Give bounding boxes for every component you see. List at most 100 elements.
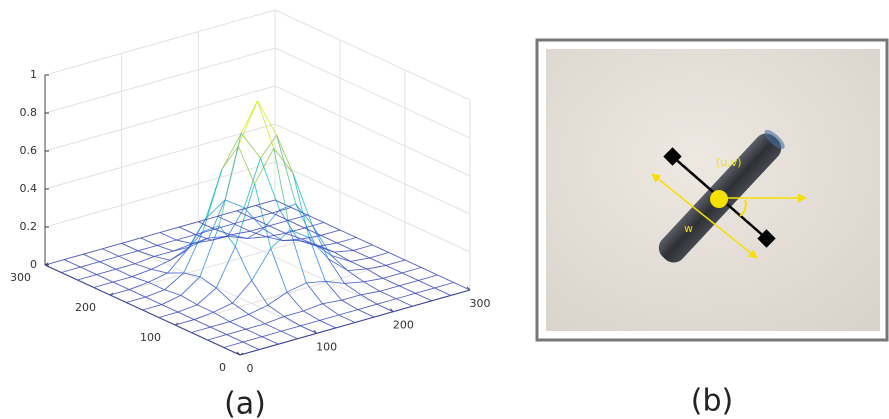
mesh-segment — [179, 222, 198, 227]
mesh-segment — [339, 310, 358, 315]
mesh-segment — [377, 299, 396, 304]
panel-label: (b) — [691, 384, 733, 419]
mesh-segment — [367, 269, 383, 278]
mesh-segment — [78, 280, 94, 288]
figure: 00.20.40.60.8101002003000100200300 (u,v)… — [0, 0, 889, 419]
mesh-segment — [432, 295, 451, 300]
mesh-segment — [208, 335, 227, 340]
mesh-segment — [224, 342, 243, 347]
mesh-segment — [159, 312, 178, 317]
y-tick-label: 0 — [219, 361, 226, 374]
mesh-segment — [328, 259, 347, 271]
mesh-segment — [175, 325, 191, 333]
mesh-segment — [272, 213, 288, 221]
mesh-segment — [345, 282, 364, 284]
grid-line — [275, 48, 470, 138]
mesh-segment — [438, 275, 454, 283]
mesh-segment — [113, 282, 129, 290]
mesh-segment — [323, 300, 342, 304]
mesh-segment — [162, 295, 181, 304]
mesh-segment — [256, 205, 272, 213]
mesh-segment — [200, 277, 216, 288]
mesh-segment — [370, 253, 389, 258]
mesh-segment — [402, 273, 418, 281]
x-tick-label: 100 — [316, 340, 337, 353]
mesh-segment — [191, 333, 207, 341]
mesh-segment — [145, 297, 161, 305]
mesh-segment — [377, 304, 393, 312]
mesh-segment — [383, 273, 402, 278]
mesh-segment — [113, 277, 132, 282]
mesh-segment — [260, 158, 279, 210]
mesh-segment — [132, 277, 148, 283]
x-tick-label: 0 — [247, 362, 254, 375]
mesh-segment — [176, 240, 192, 244]
mesh-segment — [402, 268, 421, 273]
mesh-segment — [321, 235, 337, 243]
mesh-segment — [353, 250, 369, 257]
mesh-segment — [225, 133, 241, 200]
mesh-segment — [358, 310, 374, 318]
mesh-segment — [103, 249, 119, 257]
mesh-segment — [396, 293, 415, 298]
mesh-segment — [138, 251, 154, 257]
mesh-segment — [306, 281, 325, 283]
mesh-segment — [94, 288, 110, 296]
mesh-segment — [421, 268, 437, 276]
mesh-segment — [260, 135, 276, 158]
mesh-segment — [135, 256, 154, 263]
mesh-segment — [45, 265, 61, 273]
mesh-segment — [281, 331, 297, 339]
mesh-segment — [135, 264, 151, 270]
mesh-segment — [287, 292, 303, 311]
grid-line — [275, 86, 470, 176]
mesh-segment — [141, 238, 157, 246]
y-tick-label: 200 — [75, 301, 96, 314]
mesh-segment — [241, 133, 260, 158]
mesh-segment — [396, 299, 412, 307]
mesh-segment — [200, 226, 219, 277]
mesh-segment — [418, 275, 437, 280]
mesh-segment — [110, 290, 129, 295]
mesh-segment — [233, 281, 252, 304]
mesh-segment — [271, 249, 287, 293]
mesh-segment — [253, 218, 269, 226]
mesh-segment — [320, 320, 336, 328]
mesh-segment — [141, 233, 160, 238]
mesh-segment — [258, 101, 274, 148]
z-tick-label: 0 — [30, 258, 37, 271]
mesh-segment — [213, 312, 229, 321]
mesh-segment — [353, 245, 372, 250]
mesh-segment — [285, 233, 301, 239]
z-tick-label: 0.8 — [20, 106, 38, 119]
mesh-segment — [165, 273, 184, 290]
mesh-segment — [269, 226, 285, 234]
mesh-segment — [246, 329, 262, 337]
mesh-segment — [405, 260, 421, 268]
mesh-segment — [255, 184, 271, 249]
mesh-segment — [386, 260, 405, 265]
mesh-segment — [45, 260, 64, 265]
surface-plot: 00.20.40.60.8101002003000100200300 — [10, 10, 491, 375]
point-label: (u,v) — [716, 156, 742, 169]
mesh-segment — [312, 225, 328, 259]
mesh-segment — [350, 258, 369, 262]
mesh-segment — [129, 282, 148, 289]
mesh-segment — [243, 337, 262, 342]
mesh-segment — [300, 326, 316, 334]
mesh-segment — [380, 286, 399, 291]
mesh-segment — [231, 231, 250, 235]
mesh-segment — [194, 320, 210, 328]
mesh-segment — [210, 327, 226, 335]
grid-line — [122, 243, 317, 333]
mesh-segment — [129, 290, 145, 298]
mesh-segment — [399, 280, 418, 285]
y-tick-label: 100 — [140, 331, 161, 344]
mesh-segment — [348, 269, 367, 271]
mesh-segment — [178, 305, 197, 312]
mesh-segment — [168, 251, 187, 274]
mesh-segment — [216, 246, 235, 288]
mesh-segment — [175, 320, 194, 325]
mesh-segment — [454, 283, 470, 291]
mesh-segment — [339, 315, 355, 323]
